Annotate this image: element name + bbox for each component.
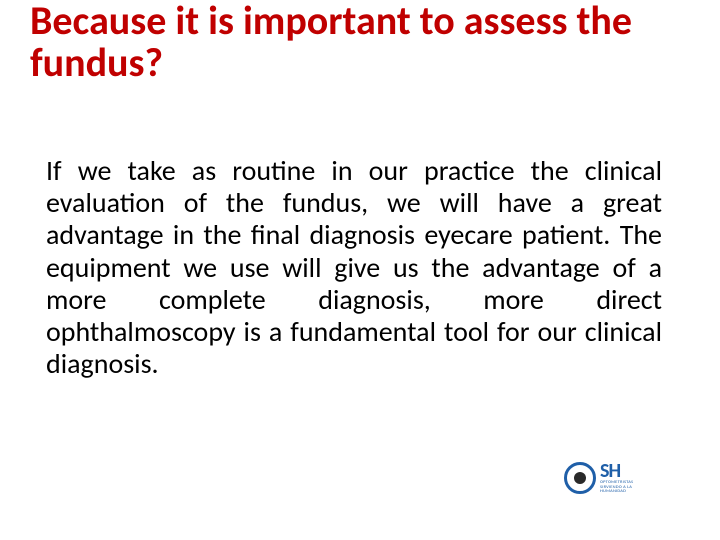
- logo-brand-text: SH: [600, 461, 650, 481]
- eye-icon: [564, 462, 596, 494]
- footer-logo: SH OPTOMETRISTAS SIRVIENDO A LA HUMANIDA…: [564, 452, 650, 504]
- slide-title: Because it is important to assess the fu…: [30, 0, 670, 84]
- slide-body-text: If we take as routine in our practice th…: [46, 155, 662, 380]
- logo-sub-text: OPTOMETRISTAS SIRVIENDO A LA HUMANIDAD: [600, 481, 650, 495]
- logo-text-block: SH OPTOMETRISTAS SIRVIENDO A LA HUMANIDA…: [600, 461, 650, 495]
